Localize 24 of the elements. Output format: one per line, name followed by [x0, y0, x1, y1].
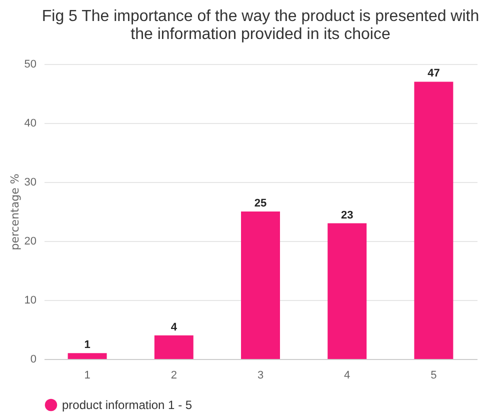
data-label: 25: [254, 198, 267, 210]
chart-title: Fig 5 The importance of the way the product is presented with the information provided in its choice: [42, 8, 480, 43]
y-tick-label: 50: [24, 58, 36, 70]
y-tick-label: 0: [30, 354, 36, 366]
legend-label: product information 1 - 5: [62, 398, 192, 412]
x-tick-label: 2: [170, 370, 177, 382]
data-label: 1: [84, 339, 90, 352]
y-tick-label: 20: [24, 236, 36, 248]
bar: [241, 212, 280, 359]
y-axis-title: percentage %: [8, 174, 22, 250]
y-tick-label: 30: [24, 176, 36, 188]
x-tick-label: 4: [344, 370, 350, 382]
y-tick-label: 10: [24, 294, 36, 306]
x-tick-label: 5: [430, 370, 437, 382]
data-label: 4: [170, 321, 178, 334]
x-tick-label: 3: [257, 370, 264, 382]
data-label: 47: [428, 68, 440, 80]
bar: [68, 353, 107, 359]
y-tick-label: 40: [24, 118, 36, 130]
bar: [154, 335, 194, 359]
data-label: 23: [340, 209, 354, 222]
x-tick-label: 1: [84, 370, 90, 382]
bar: [414, 82, 454, 359]
bar: [328, 223, 367, 359]
